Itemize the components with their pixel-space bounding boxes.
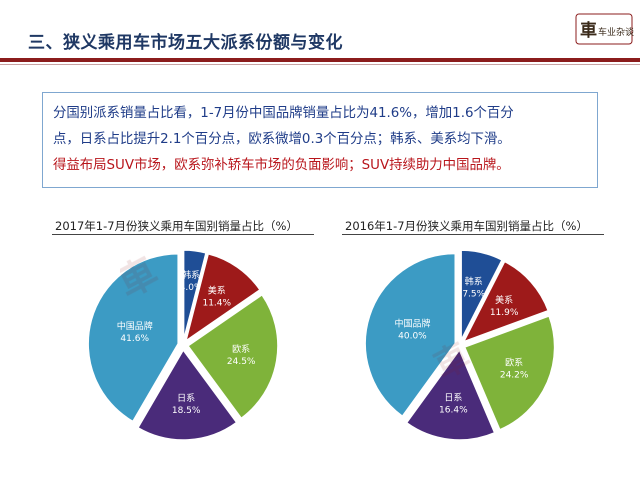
slice-label-1: 美系 <box>495 294 513 306</box>
slice-label-2: 欧系 <box>505 356 523 368</box>
slice-label-4: 中国品牌 <box>117 320 153 332</box>
slice-value-1: 11.4% <box>202 299 231 309</box>
pie-slice-0 <box>182 249 207 341</box>
pie-slice-1 <box>462 260 550 344</box>
title-divider-thin <box>0 64 640 65</box>
title-divider <box>0 58 640 62</box>
chart-2017-title-underline <box>52 234 314 235</box>
pie-slice-1 <box>184 252 262 343</box>
slice-value-0: 4.0% <box>180 283 203 293</box>
svg-text:車: 車 <box>580 20 597 41</box>
pie-slice-2 <box>186 293 279 420</box>
slice-label-2: 欧系 <box>232 343 250 355</box>
slice-value-4: 40.0% <box>398 332 427 342</box>
slide-title: 三、狭义乘用车市场五大派系份额与变化 <box>28 33 343 53</box>
svg-text:车业杂谈: 车业杂谈 <box>598 26 634 38</box>
logo-icon: 車 车业杂谈 <box>575 13 634 45</box>
pie-slice-2 <box>463 315 556 431</box>
chart-2016-title: 2016年1-7月份狭义乘用车国别销量占比（%） <box>345 219 588 233</box>
slice-label-0: 韩系 <box>182 269 200 281</box>
summary-line-1: 分国别派系销量占比看，1-7月份中国品牌销量占比为41.6%，增加1.6个百分 <box>53 106 514 121</box>
slice-value-2: 24.2% <box>500 370 529 380</box>
pie-chart-2016: 韩系 7.5% 美系 11.9% 欧系 24.2% 日系 16.4% 中国品牌 40.0% <box>364 249 556 441</box>
slice-label-3: 日系 <box>177 393 195 404</box>
chart-2017-title: 2017年1-7月份狭义乘用车国别销量占比（%） <box>55 219 298 233</box>
pie-slice-4 <box>87 252 179 423</box>
pie-chart-2017: 韩系 4.0% 美系 11.4% 欧系 24.5% 日系 18.5% 中国品牌 41.6% <box>87 249 279 441</box>
slice-value-1: 11.9% <box>490 308 519 318</box>
summary-box: 分国别派系销量占比看，1-7月份中国品牌销量占比为41.6%，增加1.6个百分 … <box>42 92 598 188</box>
slice-value-2: 24.5% <box>227 357 256 367</box>
slice-label-3: 日系 <box>444 393 462 404</box>
summary-line-3: 得益布局SUV市场，欧系弥补轿车市场的负面影响；SUV持续助力中国品牌。 <box>53 158 510 173</box>
pie-slice-3 <box>405 348 496 441</box>
slice-value-0: 7.5% <box>462 290 485 300</box>
slice-value-4: 41.6% <box>120 334 149 344</box>
summary-line-2: 点，日系占比提升2.1个百分点，欧系微增0.3个百分点；韩系、美系均下滑。 <box>53 132 511 147</box>
slice-value-3: 18.5% <box>172 406 201 416</box>
chart-2016-title-underline <box>342 234 604 235</box>
slice-label-1: 美系 <box>208 285 226 297</box>
pie-slice-4 <box>364 252 456 418</box>
pie-slice-0 <box>460 249 504 341</box>
slice-label-4: 中国品牌 <box>394 318 430 330</box>
slice-label-0: 韩系 <box>465 276 483 288</box>
slice-value-3: 16.4% <box>439 406 468 416</box>
pie-slice-3 <box>136 348 238 441</box>
